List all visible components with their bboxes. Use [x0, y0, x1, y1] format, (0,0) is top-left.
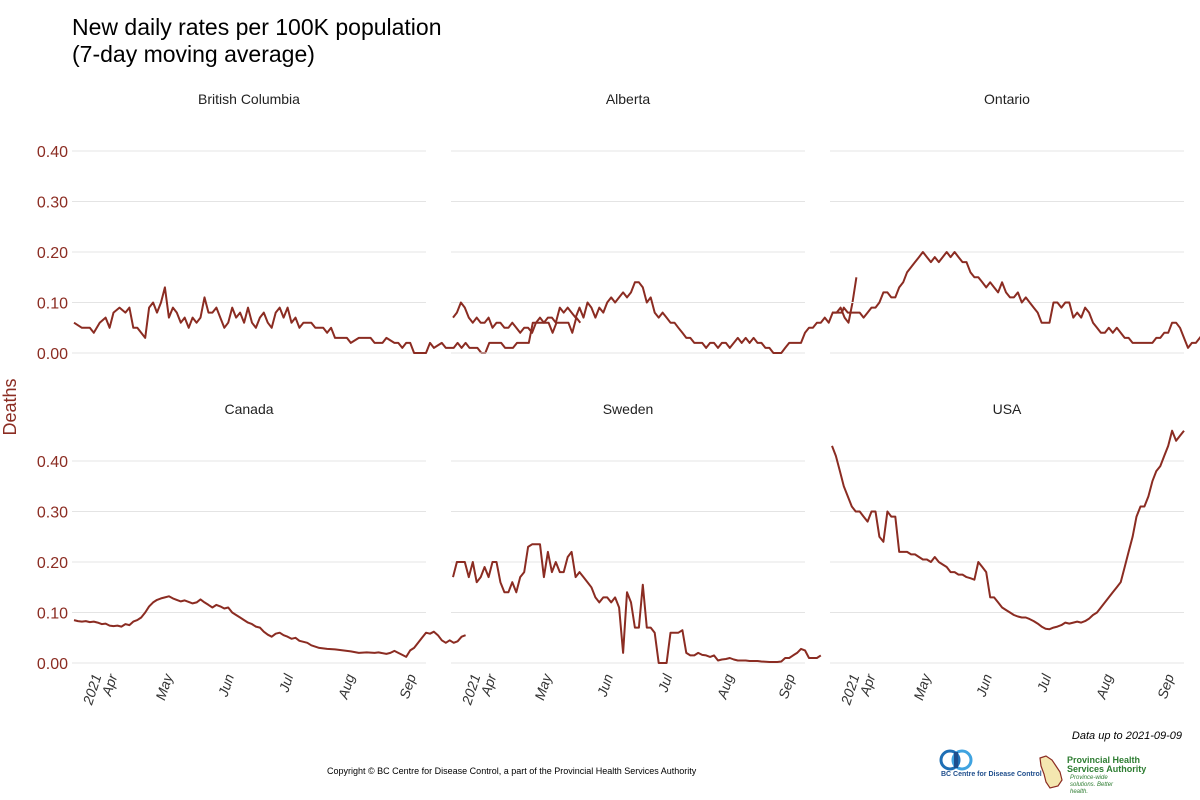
series-line [452, 277, 858, 354]
panel-alberta: Alberta [451, 91, 858, 354]
y-tick-label: 0.30 [37, 195, 68, 212]
phsa-name-line1: Provincial Health [1067, 755, 1141, 765]
y-tick-label: 0.20 [37, 555, 68, 572]
x-tick-label: Apr [98, 671, 121, 699]
series-line [452, 543, 822, 664]
series-line [73, 595, 466, 658]
x-tick-label: Aug [334, 672, 357, 702]
x-tick-label: Sep [396, 672, 419, 701]
x-tick-label: Jul [654, 671, 675, 695]
x-tick-label: Jun [973, 672, 996, 700]
y-tick-label: 0.40 [37, 454, 68, 471]
x-tick-label: May [152, 671, 176, 702]
x-tick-label: Sep [1154, 672, 1177, 701]
y-tick-label: 0.40 [37, 144, 68, 161]
panel-title: USA [993, 401, 1022, 417]
copyright-text: Copyright © BC Centre for Disease Contro… [327, 766, 697, 776]
x-tick-label: Apr [477, 671, 500, 699]
series-line [832, 251, 1200, 349]
y-tick-label: 0.30 [37, 505, 68, 522]
chart-title: New daily rates per 100K population [72, 14, 442, 40]
y-tick-label: 0.10 [37, 606, 68, 623]
x-tick-label: Jun [594, 672, 617, 700]
x-tick-label: Apr [856, 671, 879, 699]
bccdc-logo-text: BC Centre for Disease Control [941, 771, 1042, 778]
y-tick-label: 0.20 [37, 245, 68, 262]
panel-title: British Columbia [198, 91, 300, 107]
x-tick-label: Sep [775, 672, 798, 701]
series-line [73, 286, 582, 354]
x-tick-label: Aug [713, 672, 736, 702]
data-up-to-note: Data up to 2021-09-09 [1071, 730, 1182, 742]
chart-subtitle: (7-day moving average) [72, 41, 315, 67]
x-tick-label: May [531, 671, 555, 702]
x-tick-label: Aug [1092, 672, 1115, 702]
panel-british-columbia: 0.00 0.10 0.20 0.30 0.40 British Columbia [37, 91, 582, 363]
bccdc-logo-icon [939, 749, 973, 771]
phsa-tagline: Province-wide solutions. Better health. [1070, 775, 1114, 795]
x-tick-label: Jun [215, 672, 238, 700]
phsa-name-line2: Services Authority [1067, 764, 1147, 774]
panel-ontario: Ontario [830, 91, 1200, 354]
x-tick-label: May [910, 671, 934, 702]
y-axis-label: Deaths [0, 378, 20, 435]
phsa-logo-icon [1039, 755, 1063, 789]
panel-title: Sweden [603, 401, 654, 417]
y-tick-label: 0.00 [37, 346, 68, 363]
series-line [831, 429, 1185, 631]
y-tick-label: 0.00 [37, 656, 68, 673]
panel-title: Canada [224, 401, 273, 417]
x-tick-label: Jul [275, 671, 296, 695]
x-tick-label: Jul [1033, 671, 1054, 695]
y-tick-label: 0.10 [37, 296, 68, 313]
panel-title: Alberta [606, 91, 651, 107]
panel-title: Ontario [984, 91, 1030, 107]
